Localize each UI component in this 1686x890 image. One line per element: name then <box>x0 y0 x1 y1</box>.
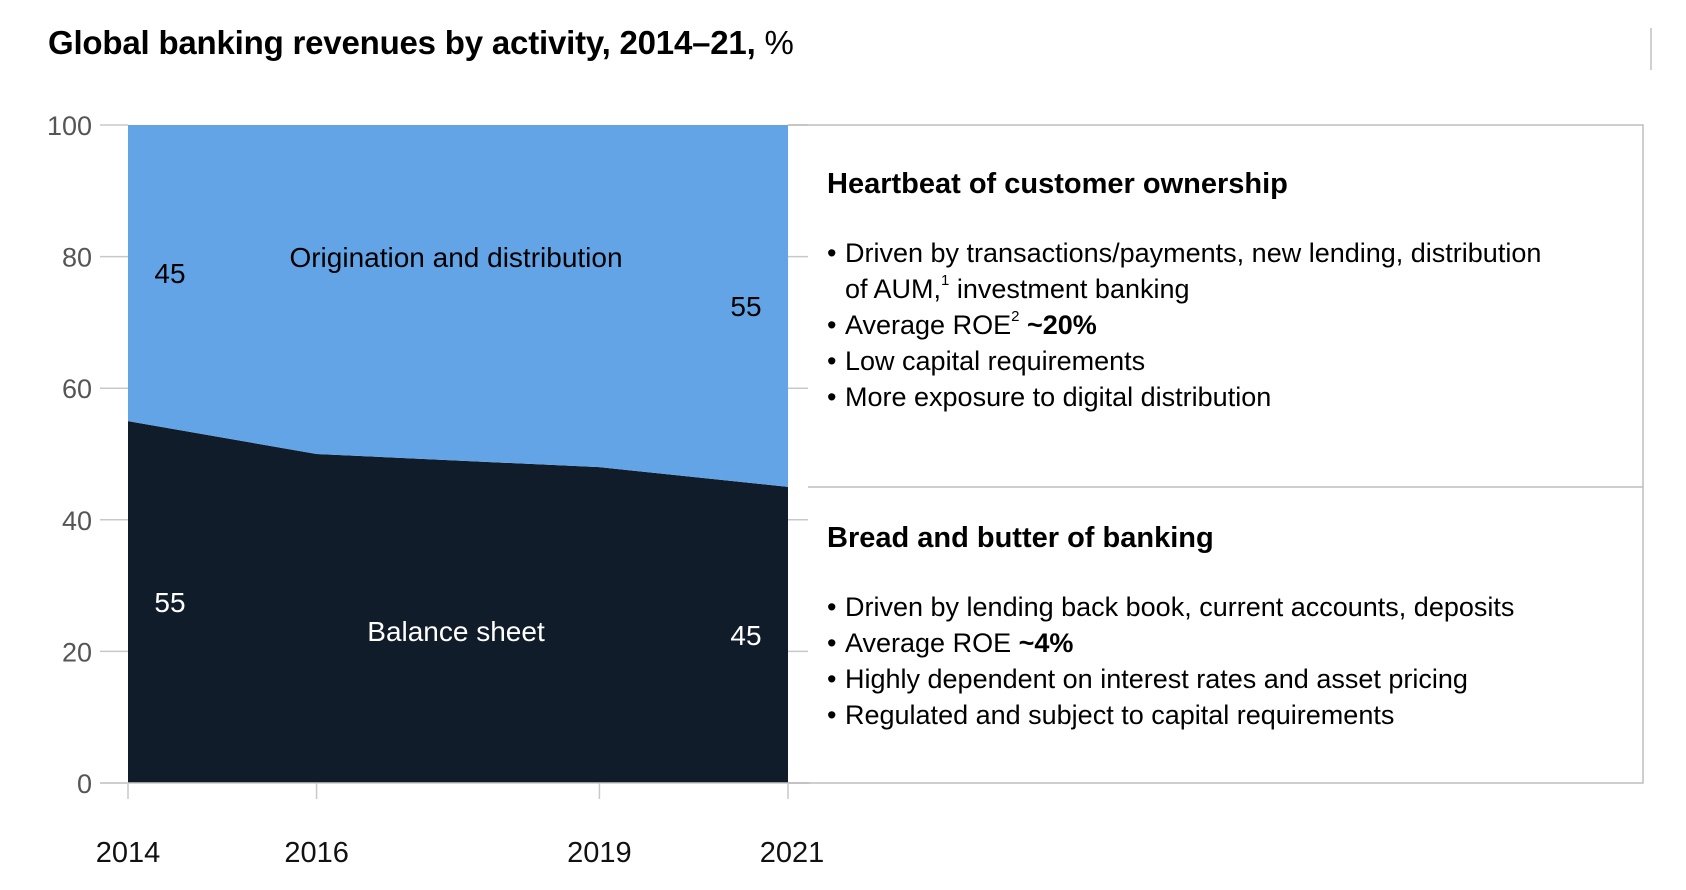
x-tick-label: 2014 <box>96 837 161 869</box>
data-label: 55 <box>154 587 185 618</box>
chart-title: Global banking revenues by activity, 201… <box>48 24 794 62</box>
panel-heading: Bread and butter of banking <box>827 522 1214 554</box>
data-label: 55 <box>730 291 761 322</box>
footnote-ref: 1 <box>941 272 950 289</box>
series-label: Balance sheet <box>367 616 545 647</box>
bullet-emphasis: ~20% <box>1019 310 1097 340</box>
x-tick-label: 2021 <box>760 837 825 869</box>
chart-title-unit: % <box>764 24 794 61</box>
panel-bread-and-butter: Bread and butter of banking Driven by le… <box>823 522 1613 733</box>
panel-heartbeat: Heartbeat of customer ownership Driven b… <box>823 168 1613 415</box>
panel-bullet-list: Driven by lending back book, current acc… <box>827 589 1613 733</box>
bullet-item: Driven by transactions/payments, new len… <box>827 235 1613 307</box>
bullet-item: Average ROE ~4% <box>827 625 1613 661</box>
y-tick-label: 0 <box>77 769 92 799</box>
chart-labels: 55 45 Balance sheet 45 55 Origination and dis… <box>154 242 761 651</box>
chart-axes: 0 20 40 60 80 100 2014 2016 2019 2021 <box>47 111 824 869</box>
title-divider <box>1650 28 1652 70</box>
bullet-item: Highly dependent on interest rates and a… <box>827 661 1613 697</box>
y-tick-label: 40 <box>62 506 92 536</box>
panel-border <box>788 124 1644 784</box>
y-tick-label: 80 <box>62 243 92 273</box>
bullet-emphasis: ~4% <box>1018 628 1074 658</box>
x-tick-label: 2019 <box>567 837 632 869</box>
y-tick-label: 20 <box>62 637 92 667</box>
bullet-item: More exposure to digital distribution <box>827 379 1613 415</box>
panel-heading: Heartbeat of customer ownership <box>827 168 1288 200</box>
bullet-continuation: of AUM,1 investment banking <box>845 272 1190 304</box>
y-tick-label: 100 <box>47 111 92 141</box>
bullet-item: Driven by lending back book, current acc… <box>827 589 1613 625</box>
y-tick-label: 60 <box>62 374 92 404</box>
chart-title-text: Global banking revenues by activity, 201… <box>48 24 756 61</box>
bullet-item: Average ROE2 ~20% <box>827 307 1613 343</box>
series-label: Origination and distribution <box>289 242 622 273</box>
x-tick-label: 2016 <box>284 837 349 869</box>
data-label: 45 <box>730 620 761 651</box>
chart-areas <box>128 125 788 783</box>
bullet-item: Regulated and subject to capital require… <box>827 697 1613 733</box>
bullet-item: Low capital requirements <box>827 343 1613 379</box>
area-balance-sheet <box>128 421 788 783</box>
panel-bullet-list: Driven by transactions/payments, new len… <box>827 235 1613 415</box>
data-label: 45 <box>154 258 185 289</box>
area-origination-and-distribution <box>128 125 788 487</box>
footnote-ref: 2 <box>1011 308 1020 325</box>
panel-frame <box>788 124 1644 784</box>
